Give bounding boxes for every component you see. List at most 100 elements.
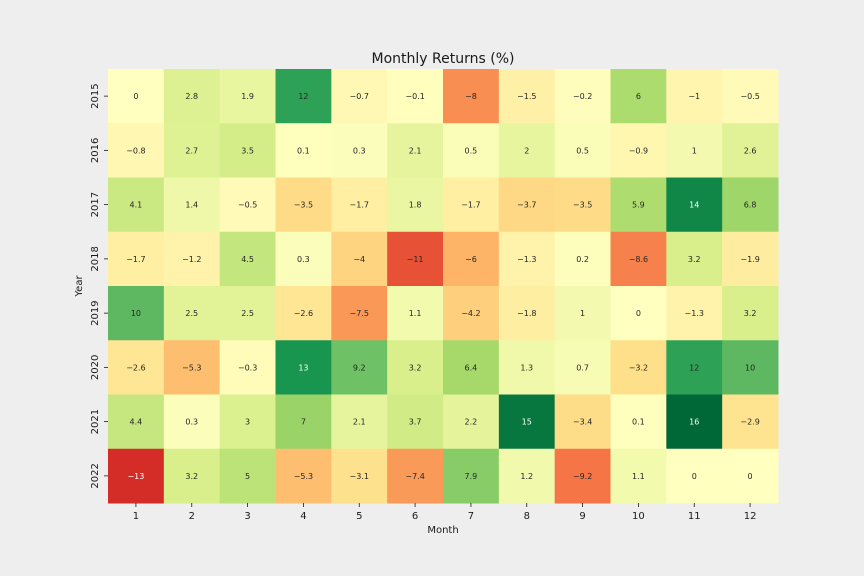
heatmap-cell [610, 69, 667, 124]
heatmap-cell [554, 394, 611, 450]
heatmap-cell [722, 286, 779, 341]
heatmap-cell-value: −1.7 [126, 255, 145, 264]
heatmap-cell [163, 231, 221, 287]
heatmap-cell-value: 0.3 [185, 418, 198, 427]
heatmap-cell [666, 177, 723, 233]
heatmap-cell-value: 1.1 [632, 472, 645, 481]
heatmap-cell-value: −3.4 [573, 418, 592, 427]
heatmap-cell [554, 231, 611, 287]
heatmap-cell-value: 3.2 [409, 363, 422, 372]
heatmap-cell-value: −1.3 [685, 309, 704, 318]
heatmap-cell-value: 2.2 [465, 418, 478, 427]
heatmap-cell-value: −1.7 [461, 201, 480, 210]
heatmap-cell [610, 177, 667, 233]
heatmap-cell-value: −0.2 [573, 92, 592, 101]
y-tick-label: 2022 [90, 463, 101, 488]
heatmap-cell-value: −11 [407, 255, 424, 264]
x-axis-label: Month [427, 525, 458, 536]
heatmap-cell-value: −4.2 [461, 309, 480, 318]
heatmap-cell-value: −1 [688, 92, 700, 101]
heatmap-cell-value: −1.7 [350, 201, 369, 210]
heatmap-cell-value: −0.3 [238, 363, 257, 372]
heatmap-cell-value: −4 [353, 255, 365, 264]
heatmap-cell-value: 4.4 [130, 418, 143, 427]
heatmap-cell-value: −7.5 [350, 309, 369, 318]
heatmap-cell [108, 448, 165, 504]
heatmap-cell [498, 286, 556, 341]
heatmap-cell-value: 1.8 [409, 201, 422, 210]
heatmap-cell-value: 2.8 [185, 92, 198, 101]
heatmap-cell [610, 448, 667, 504]
heatmap-cell [666, 286, 723, 341]
heatmap-cell [387, 340, 444, 395]
heatmap-cell [610, 286, 667, 341]
heatmap-cell-value: −3.7 [517, 201, 536, 210]
heatmap-cell-value: 0.1 [297, 146, 310, 155]
heatmap-cell-value: 0 [692, 472, 697, 481]
x-tick-label: 9 [579, 511, 585, 522]
heatmap-cell-value: 6 [636, 92, 641, 101]
heatmap-cell-value: −2.6 [294, 309, 313, 318]
heatmap-cell-value: 1.4 [185, 201, 198, 210]
heatmap-cell [163, 123, 221, 178]
heatmap-cell [554, 69, 611, 124]
heatmap-cell-value: −0.8 [126, 146, 145, 155]
heatmap-cell-value: −8.6 [629, 255, 648, 264]
heatmap-cell [666, 69, 723, 124]
x-tick-label: 1 [133, 511, 139, 522]
heatmap-cell [443, 286, 500, 341]
heatmap-cell-value: 2.5 [185, 309, 198, 318]
heatmap-cell [163, 340, 221, 395]
heatmap-cell [331, 286, 388, 341]
heatmap-cell [275, 177, 332, 233]
heatmap-cell [666, 123, 723, 178]
heatmap-cell [108, 69, 165, 124]
heatmap-cell [219, 69, 276, 124]
heatmap-cell-value: −9.2 [573, 472, 592, 481]
heatmap-cell-value: 0 [748, 472, 753, 481]
heatmap-cell-value: 2 [524, 146, 529, 155]
heatmap-cell-value: 7 [301, 418, 306, 427]
heatmap-cell [163, 177, 221, 233]
heatmap-cell [331, 448, 388, 504]
heatmap-cell-value: −0.5 [238, 201, 257, 210]
heatmap-cell [219, 123, 276, 178]
x-tick-label: 4 [300, 511, 306, 522]
x-axis-ticks: 1 2 3 4 5 6 7 8 9 10 11 12 [133, 503, 756, 522]
heatmap-cell-value: 6.8 [744, 201, 757, 210]
heatmap-cell [331, 123, 388, 178]
heatmap-cell-value: 4.5 [241, 255, 254, 264]
heatmap-cell-value: 3.7 [409, 418, 422, 427]
heatmap-cell [331, 231, 388, 287]
heatmap-cell [108, 123, 165, 178]
heatmap-cell [610, 340, 667, 395]
heatmap-cell-value: 0.5 [576, 146, 589, 155]
heatmap-cell-value: 2.5 [241, 309, 254, 318]
heatmap-cell-value: −13 [127, 472, 144, 481]
heatmap-cell-value: 2.1 [409, 146, 422, 155]
heatmap-cell-value: −0.5 [740, 92, 759, 101]
heatmap-cell [666, 231, 723, 287]
heatmap-cell [163, 448, 221, 504]
heatmap-cell [387, 69, 444, 124]
heatmap-cell [275, 231, 332, 287]
heatmap-cell [610, 231, 667, 287]
heatmap-cell [275, 69, 332, 124]
heatmap-cell-value: 0.1 [632, 418, 645, 427]
heatmap-cell-value: −2.6 [126, 363, 145, 372]
x-tick-label: 3 [244, 511, 250, 522]
heatmap-cell-value: 3.2 [744, 309, 757, 318]
y-axis-label: Year [74, 275, 85, 298]
heatmap-cell-value: 0.2 [576, 255, 589, 264]
heatmap-cell [387, 231, 444, 287]
heatmap-cell-value: −5.3 [294, 472, 313, 481]
heatmap-cell [443, 394, 500, 450]
x-tick-label: 7 [468, 511, 474, 522]
heatmap-cell [219, 286, 276, 341]
heatmap-cell [331, 177, 388, 233]
heatmap-cell [498, 69, 556, 124]
heatmap-cell-value: −1.8 [517, 309, 536, 318]
heatmap-cell-value: 7.9 [465, 472, 478, 481]
heatmap-cell [443, 177, 500, 233]
